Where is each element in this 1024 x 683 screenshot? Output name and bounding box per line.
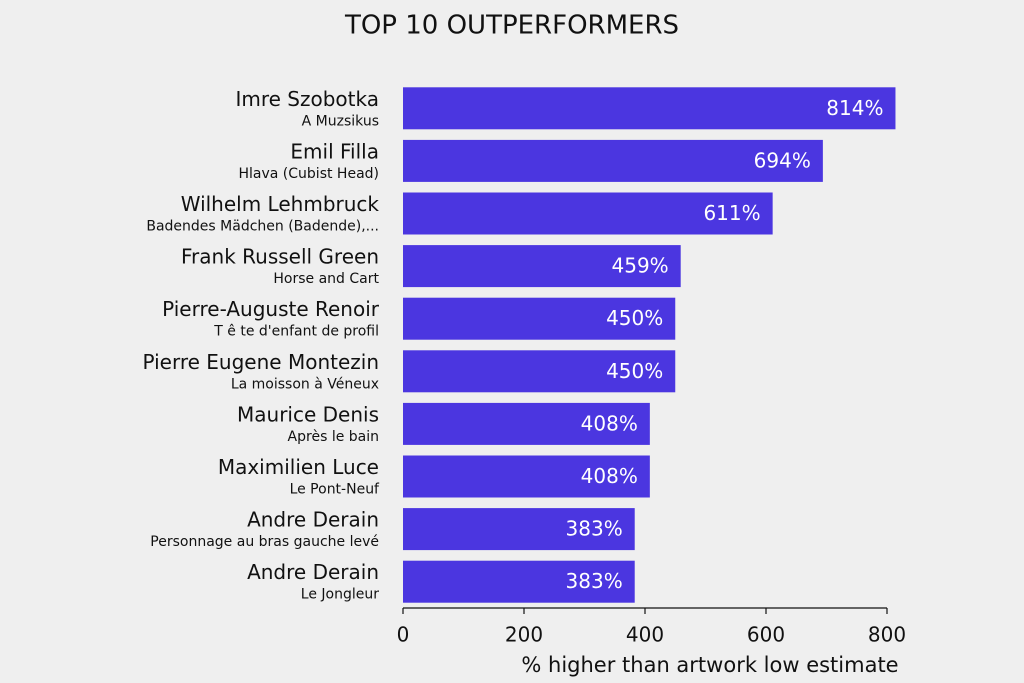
x-tick-label: 400 (626, 623, 664, 647)
category-sublabel: T ê te d'enfant de profil (213, 324, 379, 340)
value-label: 694% (754, 148, 811, 172)
category-label: Pierre-Auguste Renoir (162, 297, 380, 321)
value-label: 459% (612, 254, 669, 278)
bar (403, 560, 635, 603)
x-tick-label: 0 (397, 623, 410, 647)
x-tick-label: 800 (868, 623, 906, 647)
value-label: 611% (703, 201, 760, 225)
bar (403, 350, 676, 393)
category-sublabel: Le Pont-Neuf (290, 482, 380, 498)
category-label: Andre Derain (247, 560, 379, 584)
category-label: Pierre Eugene Montezin (143, 350, 380, 374)
category-sublabel: Le Jongleur (301, 587, 379, 603)
category-label: Wilhelm Lehmbruck (181, 192, 380, 216)
x-tick-label: 600 (747, 623, 785, 647)
bar (403, 192, 773, 235)
category-sublabel: Hlava (Cubist Head) (239, 166, 380, 182)
chart-title: TOP 10 OUTPERFORMERS (344, 11, 679, 41)
bar (403, 139, 823, 182)
bar (403, 245, 681, 288)
value-label: 383% (566, 569, 623, 593)
category-label: Andre Derain (247, 508, 379, 532)
bar (403, 508, 635, 551)
category-label: Emil Filla (290, 139, 379, 163)
bar (403, 297, 676, 340)
bar (403, 402, 650, 445)
category-sublabel: Horse and Cart (273, 271, 379, 287)
category-sublabel: Personnage au bras gauche levé (150, 534, 379, 550)
category-label: Maximilien Luce (218, 455, 379, 479)
category-sublabel: A Muzsikus (302, 113, 379, 129)
value-label: 383% (566, 517, 623, 541)
category-label: Imre Szobotka (235, 87, 379, 111)
x-axis-label: % higher than artwork low estimate (521, 653, 898, 677)
category-label: Maurice Denis (237, 402, 379, 426)
category-label: Frank Russell Green (181, 245, 379, 269)
bar (403, 455, 650, 498)
category-sublabel: La moisson à Véneux (231, 376, 379, 392)
x-tick-label: 200 (505, 623, 543, 647)
category-sublabel: Après le bain (288, 429, 379, 445)
value-label: 408% (581, 411, 638, 435)
category-sublabel: Badendes Mädchen (Badende),... (146, 219, 379, 235)
value-label: 814% (826, 96, 883, 120)
value-label: 450% (606, 306, 663, 330)
value-label: 408% (581, 464, 638, 488)
value-label: 450% (606, 359, 663, 383)
bar (403, 87, 896, 130)
